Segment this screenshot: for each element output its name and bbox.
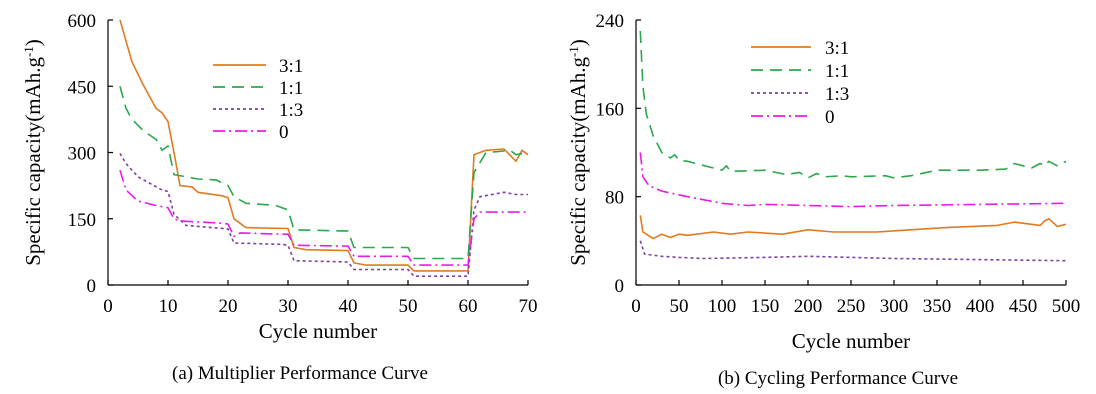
chart-cycling-performance: 0 80 160 240 0 50 100 150 200 250 300 350 400 450 500 C… (566, 11, 1081, 389)
legend-label-2: 1:3 (825, 84, 849, 105)
legend-label-1: 1:1 (279, 78, 303, 99)
series-line-2 (119, 152, 528, 277)
x-tick-label: 20 (219, 296, 238, 317)
x-tick-label: 30 (279, 296, 298, 317)
x-tick-label: 10 (159, 296, 178, 317)
x-tick-label: 300 (880, 296, 909, 317)
x-tick-label: 70 (519, 296, 538, 317)
legend-label-0: 3:1 (279, 56, 303, 77)
chart-caption: (a) Multiplier Performance Curve (172, 363, 428, 384)
x-tick-label: 0 (631, 296, 641, 317)
chart-caption: (b) Cycling Performance Curve (718, 368, 958, 389)
series-line-1 (119, 86, 529, 260)
y-tick-label: 150 (68, 210, 97, 231)
x-tick-label: 500 (1052, 296, 1081, 317)
legend-label-3: 0 (279, 122, 289, 143)
x-axis-label: Cycle number (792, 329, 910, 353)
x-tick-label: 200 (794, 296, 823, 317)
x-tick-label: 50 (399, 296, 418, 317)
y-tick-label: 0 (615, 276, 625, 297)
legend-label-3: 0 (825, 107, 835, 128)
x-tick-label: 60 (459, 296, 478, 317)
x-tick-label: 400 (966, 296, 995, 317)
x-tick-label: 150 (751, 296, 780, 317)
legend-label-1: 1:1 (825, 61, 849, 82)
x-tick-label: 40 (339, 296, 358, 317)
x-tick-label: 450 (1009, 296, 1038, 317)
x-tick-label: 100 (708, 296, 737, 317)
y-tick-label: 80 (605, 188, 624, 209)
y-axis-label: Specific capacity(mAh.g-1) (566, 39, 591, 266)
x-tick-label: 0 (103, 296, 113, 317)
series-line-3 (119, 169, 528, 266)
chart-multiplier-performance: 0 150 300 450 600 0 10 20 30 40 50 60 70 Cycle number… (21, 11, 538, 384)
x-tick-label: 250 (837, 296, 866, 317)
y-tick-label: 600 (68, 11, 97, 32)
y-tick-label: 450 (68, 77, 97, 98)
x-tick-label: 350 (923, 296, 952, 317)
y-tick-label: 0 (87, 276, 97, 297)
legend-label-2: 1:3 (279, 100, 303, 121)
series-line-2 (639, 240, 1067, 262)
legend-label-0: 3:1 (825, 38, 849, 59)
y-tick-label: 160 (596, 99, 625, 120)
series-line-3 (639, 152, 1067, 208)
series-line-0 (639, 215, 1067, 240)
y-axis-label: Specific capacity(mAh.g-1) (21, 39, 46, 266)
x-tick-label: 50 (670, 296, 689, 317)
x-axis-label: Cycle number (259, 319, 377, 343)
y-tick-label: 240 (596, 11, 625, 32)
y-tick-label: 300 (68, 144, 97, 165)
series-line-0 (119, 19, 529, 272)
series-line-1 (639, 30, 1067, 179)
